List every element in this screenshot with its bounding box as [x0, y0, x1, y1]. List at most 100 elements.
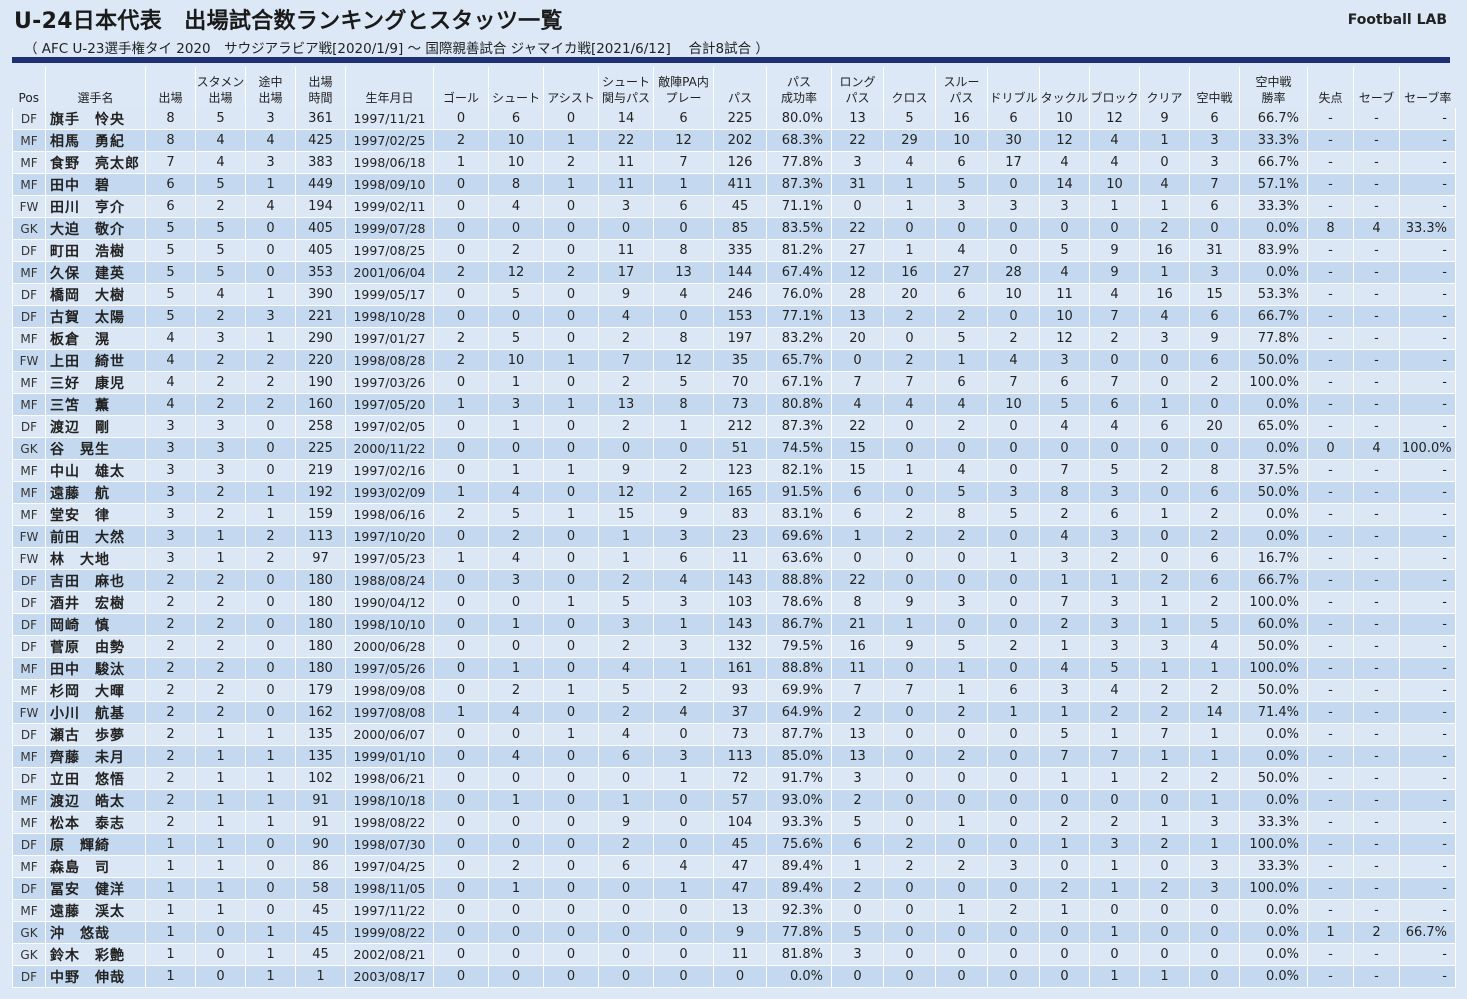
stat-cell: 7 [1089, 305, 1140, 328]
column-header: ブロック [1089, 67, 1140, 108]
stat-cell: 2 [195, 569, 246, 592]
column-header-label: シュート [491, 91, 540, 105]
stat-cell: - [1307, 723, 1354, 746]
stat-cell: - [1353, 635, 1400, 658]
stat-cell: 2 [653, 481, 714, 504]
stat-cell: - [1307, 327, 1354, 350]
stat-cell: 0 [433, 833, 489, 856]
table-row: MF 齊藤 未月 2 1 1 135 1999/01/10 0 4 0 6 3 113 85.0% 13 0 2… [12, 745, 1456, 768]
stat-cell: - [1307, 129, 1354, 152]
stat-cell: - [1307, 569, 1354, 592]
stat-cell: 60.0% [1239, 613, 1308, 636]
stat-cell: 47 [713, 877, 767, 900]
stat-cell: 2 [653, 679, 714, 702]
stat-cell: - [1353, 393, 1400, 416]
stat-cell: 11 [598, 239, 654, 262]
table-row: MF 久保 建英 5 5 0 353 2001/06/04 2 12 2 17 13 144 67.4% 1… [12, 261, 1456, 284]
stat-cell: 6 [598, 745, 654, 768]
stat-cell: 4 [195, 151, 246, 174]
column-header: クリア [1139, 67, 1190, 108]
stat-cell: 2 [1039, 811, 1090, 834]
column-header-label: スタメン [196, 75, 245, 89]
stat-cell: - [1399, 723, 1456, 746]
stat-cell: 12 [1039, 327, 1090, 350]
stat-cell: 3 [1089, 525, 1140, 548]
stat-cell: 2 [145, 789, 196, 812]
column-header: パス [713, 67, 767, 108]
stat-cell: - [1353, 108, 1400, 130]
stat-cell: 10 [987, 283, 1040, 306]
position-cell: DF [12, 305, 46, 328]
stat-cell: - [1307, 789, 1354, 812]
stat-cell: 425 [295, 129, 346, 152]
stat-cell: 31 [1189, 239, 1240, 262]
stat-cell: 3 [987, 481, 1040, 504]
stat-cell: 6 [1139, 415, 1190, 438]
stat-cell: 3 [488, 569, 544, 592]
table-row: MF 遠藤 航 3 2 1 192 1993/02/09 1 4 0 12 2 165 91.5% 6 0 5 3… [12, 481, 1456, 504]
stat-cell: 113 [295, 525, 346, 548]
table-row: MF 相馬 勇紀 8 4 4 425 1997/02/25 2 10 1 22 12 202 68.3% 2… [12, 129, 1456, 152]
stat-cell: 2 [245, 371, 296, 394]
stat-cell: 1 [195, 877, 246, 900]
stat-cell: 0 [1139, 481, 1190, 504]
stat-cell: 0 [543, 899, 599, 922]
player-name-cell: 遠藤 渓太 [45, 899, 146, 922]
stat-cell: - [1399, 899, 1456, 922]
stat-cell: 0 [831, 547, 884, 570]
stat-cell: 1 [195, 525, 246, 548]
stat-cell: 9 [883, 635, 936, 658]
table-row: MF 松本 泰志 2 1 1 91 1998/08/22 0 0 0 9 0 104 93.3% 5 0 1 0 2… [12, 811, 1456, 834]
position-cell: MF [12, 459, 46, 482]
stat-cell: 2 [987, 635, 1040, 658]
stat-cell: - [1353, 261, 1400, 284]
stat-cell: 123 [713, 459, 767, 482]
column-header-label: 選手名 [77, 91, 114, 105]
stat-cell: 0 [245, 437, 296, 460]
stat-cell: 100.0% [1239, 877, 1308, 900]
stat-cell: 3 [1189, 811, 1240, 834]
stat-cell: 0 [245, 239, 296, 262]
stat-cell: 11 [831, 657, 884, 680]
table-row: DF 原 輝綺 1 1 0 90 1998/07/30 0 0 0 2 0 45 75.6% 6 2 0 0 1 3 2… [12, 833, 1456, 856]
stat-cell: 7 [145, 151, 196, 174]
stat-cell: 290 [295, 327, 346, 350]
position-cell: MF [12, 327, 46, 350]
table-row: DF 町田 浩樹 5 5 0 405 1997/08/25 0 2 0 11 8 335 81.2% 27 1… [12, 239, 1456, 262]
stat-cell: 0 [987, 569, 1040, 592]
stat-cell: 1 [295, 965, 346, 988]
stat-cell: 2 [1139, 217, 1190, 240]
stat-cell: 7 [1139, 723, 1190, 746]
stat-cell: 0 [987, 811, 1040, 834]
stat-cell: 2 [883, 349, 936, 372]
stat-cell: 143 [713, 613, 767, 636]
stat-cell: 100.0% [1239, 371, 1308, 394]
stat-cell: 2 [543, 261, 599, 284]
stat-cell: 2 [1139, 679, 1190, 702]
position-cell: MF [12, 261, 46, 284]
stat-cell: - [1353, 129, 1400, 152]
stat-cell: 4 [488, 547, 544, 570]
stat-cell: 2 [195, 679, 246, 702]
stat-cell: 0 [488, 635, 544, 658]
stat-cell: 37 [713, 701, 767, 724]
stat-cell: - [1399, 877, 1456, 900]
column-header-label: 失点 [1318, 91, 1343, 105]
stat-cell: 0 [883, 657, 936, 680]
stat-cell: 3 [145, 503, 196, 526]
stat-cell: 2 [598, 569, 654, 592]
stat-cell: 0.0% [1239, 965, 1308, 988]
player-name-cell: 酒井 宏樹 [45, 591, 146, 614]
stat-cell: 74.5% [766, 437, 832, 460]
stat-cell: 405 [295, 239, 346, 262]
stat-cell: 0 [543, 701, 599, 724]
stat-cell: 246 [713, 283, 767, 306]
stat-cell: 1 [488, 657, 544, 680]
stat-cell: - [1399, 151, 1456, 174]
stat-cell: 161 [713, 657, 767, 680]
stat-cell: - [1307, 613, 1354, 636]
stat-cell: 5 [195, 239, 246, 262]
stat-cell: 100.0% [1239, 657, 1308, 680]
stat-cell: 0 [245, 261, 296, 284]
stat-cell: 0 [543, 811, 599, 834]
